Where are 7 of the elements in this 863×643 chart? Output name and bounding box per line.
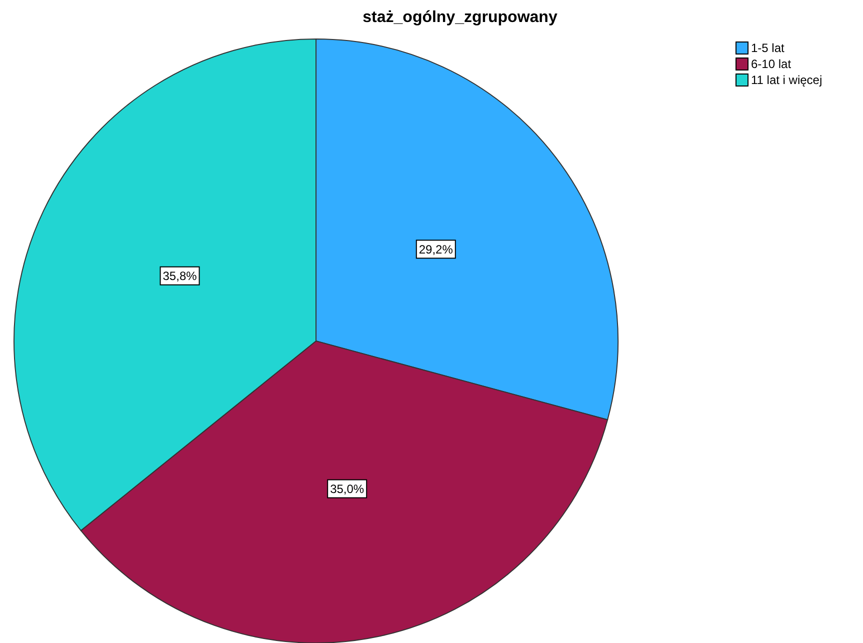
legend-label: 11 lat i więcej xyxy=(751,73,822,87)
legend-label: 6-10 lat xyxy=(751,57,792,71)
data-label: 29,2% xyxy=(418,242,454,256)
data-label: 35,8% xyxy=(162,269,198,284)
legend-label: 1-5 lat xyxy=(751,41,786,55)
data-label: 35,0% xyxy=(330,482,364,496)
chart-title: staż_ogólny_zgrupowany xyxy=(362,9,558,26)
